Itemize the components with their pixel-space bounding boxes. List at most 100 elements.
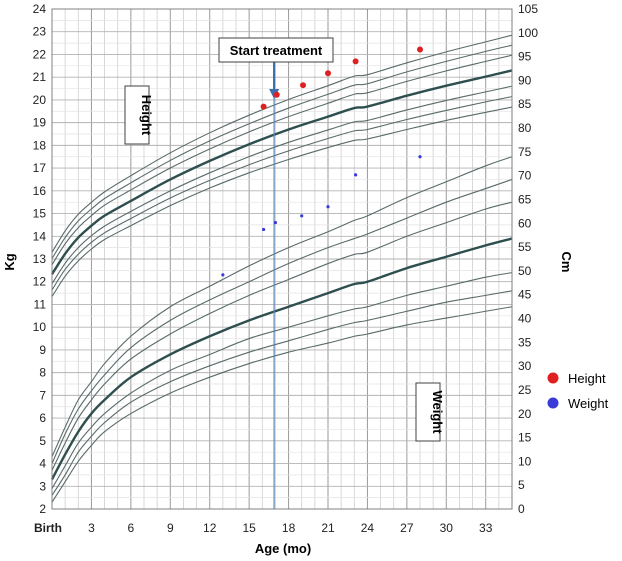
left-tick-label: 22: [33, 47, 47, 61]
treatment-label: Start treatment: [230, 43, 323, 58]
treatment-annotation: Start treatment: [218, 37, 334, 509]
x-tick-label: 9: [167, 521, 174, 535]
weight-reference-curve-5: [51, 201, 513, 471]
right-tick-label: 105: [518, 2, 538, 16]
x-axis-title: Age (mo): [255, 541, 311, 556]
x-tick-label: 6: [128, 521, 135, 535]
x-tick-label: 15: [242, 521, 256, 535]
data-points: [221, 46, 423, 277]
legend-label-height: Height: [568, 371, 606, 386]
left-tick-label: 13: [33, 252, 47, 266]
left-axis-title: Kg: [2, 253, 17, 270]
right-tick-label: 35: [518, 335, 532, 349]
right-tick-label: 50: [518, 264, 532, 278]
reference-curves: [50, 34, 513, 503]
left-tick-label: 21: [33, 70, 47, 84]
weight-reference-curve-3: [51, 272, 513, 489]
weight-point: [354, 173, 358, 177]
left-tick-label: 2: [39, 502, 46, 516]
weight-point: [262, 227, 266, 232]
right-tick-label: 10: [518, 454, 532, 468]
weight-reference-curve-4: [50, 237, 513, 481]
right-axis-title: Cm: [559, 252, 574, 273]
right-tick-label: 65: [518, 192, 532, 206]
height-reference-curve-4: [50, 69, 513, 275]
height-point: [273, 91, 280, 98]
height-region-label: Height: [124, 85, 154, 145]
left-tick-label: 16: [33, 184, 47, 198]
right-tick-label: 55: [518, 240, 532, 254]
height-reference-curve-1: [51, 106, 513, 297]
treatment-label-box: [218, 37, 334, 63]
left-tick-label: 20: [33, 93, 47, 107]
right-tick-label: 30: [518, 359, 532, 373]
weight-point: [300, 214, 304, 218]
right-tick-label: 100: [518, 26, 538, 40]
height-reference-curve-5: [51, 54, 513, 266]
x-tick-label: 24: [361, 521, 375, 535]
plot-frame: [51, 8, 513, 510]
left-tick-label: 3: [39, 479, 46, 493]
axis-ticks: 2345678910111213141516171819202122232405…: [33, 2, 539, 535]
left-tick-label: 15: [33, 207, 47, 221]
left-tick-label: 4: [39, 457, 46, 471]
legend-marker-height: [547, 372, 559, 384]
right-tick-label: 90: [518, 73, 532, 87]
right-tick-label: 75: [518, 145, 532, 159]
left-tick-label: 17: [33, 161, 47, 175]
left-tick-label: 10: [33, 320, 47, 334]
left-tick-label: 19: [33, 116, 47, 130]
left-tick-label: 5: [39, 434, 46, 448]
right-tick-label: 15: [518, 431, 532, 445]
height-reference-curve-2: [51, 96, 513, 291]
height-point: [260, 103, 267, 110]
height-reference-curve-3: [51, 85, 513, 285]
height-point: [300, 82, 307, 89]
x-tick-label: 12: [203, 521, 217, 535]
x-tick-label: 33: [479, 521, 493, 535]
x-tick-label: 27: [400, 521, 414, 535]
weight-point: [418, 155, 422, 159]
height-reference-curve-6: [51, 44, 513, 259]
weight-reference-curve-1: [51, 306, 513, 503]
height-point: [417, 46, 423, 53]
right-tick-label: 25: [518, 383, 532, 397]
legend-marker-weight: [547, 397, 559, 409]
right-tick-label: 20: [518, 407, 532, 421]
left-tick-label: 9: [39, 343, 46, 357]
right-tick-label: 5: [518, 478, 525, 492]
weight-point: [221, 273, 225, 277]
weight-region-text: Weight: [430, 390, 445, 434]
right-tick-label: 45: [518, 288, 532, 302]
left-tick-label: 23: [33, 25, 47, 39]
left-tick-label: 7: [39, 388, 46, 402]
left-tick-label: 24: [33, 2, 47, 16]
left-tick-label: 6: [39, 411, 46, 425]
x-tick-label: 18: [282, 521, 296, 535]
right-tick-label: 0: [518, 502, 525, 516]
x-tick-label: 21: [321, 521, 335, 535]
height-point: [325, 70, 331, 77]
left-tick-label: 8: [39, 366, 46, 380]
right-tick-label: 95: [518, 50, 532, 64]
x-tick-label: 3: [88, 521, 95, 535]
weight-region-label: Weight: [415, 382, 445, 442]
x-tick-label: 30: [440, 521, 454, 535]
weight-point: [326, 205, 330, 209]
left-tick-label: 12: [33, 275, 47, 289]
weight-reference-curve-2: [51, 290, 513, 496]
right-tick-label: 85: [518, 97, 532, 111]
right-tick-label: 60: [518, 216, 532, 230]
right-tick-label: 80: [518, 121, 532, 135]
x-tick-label: Birth: [34, 521, 62, 535]
weight-point: [273, 221, 278, 225]
height-point: [352, 58, 359, 65]
left-tick-label: 14: [33, 229, 47, 243]
left-tick-label: 18: [33, 138, 47, 152]
legend-label-weight: Weight: [568, 396, 609, 411]
weight-reference-curve-6: [51, 178, 513, 464]
right-tick-label: 70: [518, 169, 532, 183]
legend: Height Weight: [547, 371, 609, 411]
